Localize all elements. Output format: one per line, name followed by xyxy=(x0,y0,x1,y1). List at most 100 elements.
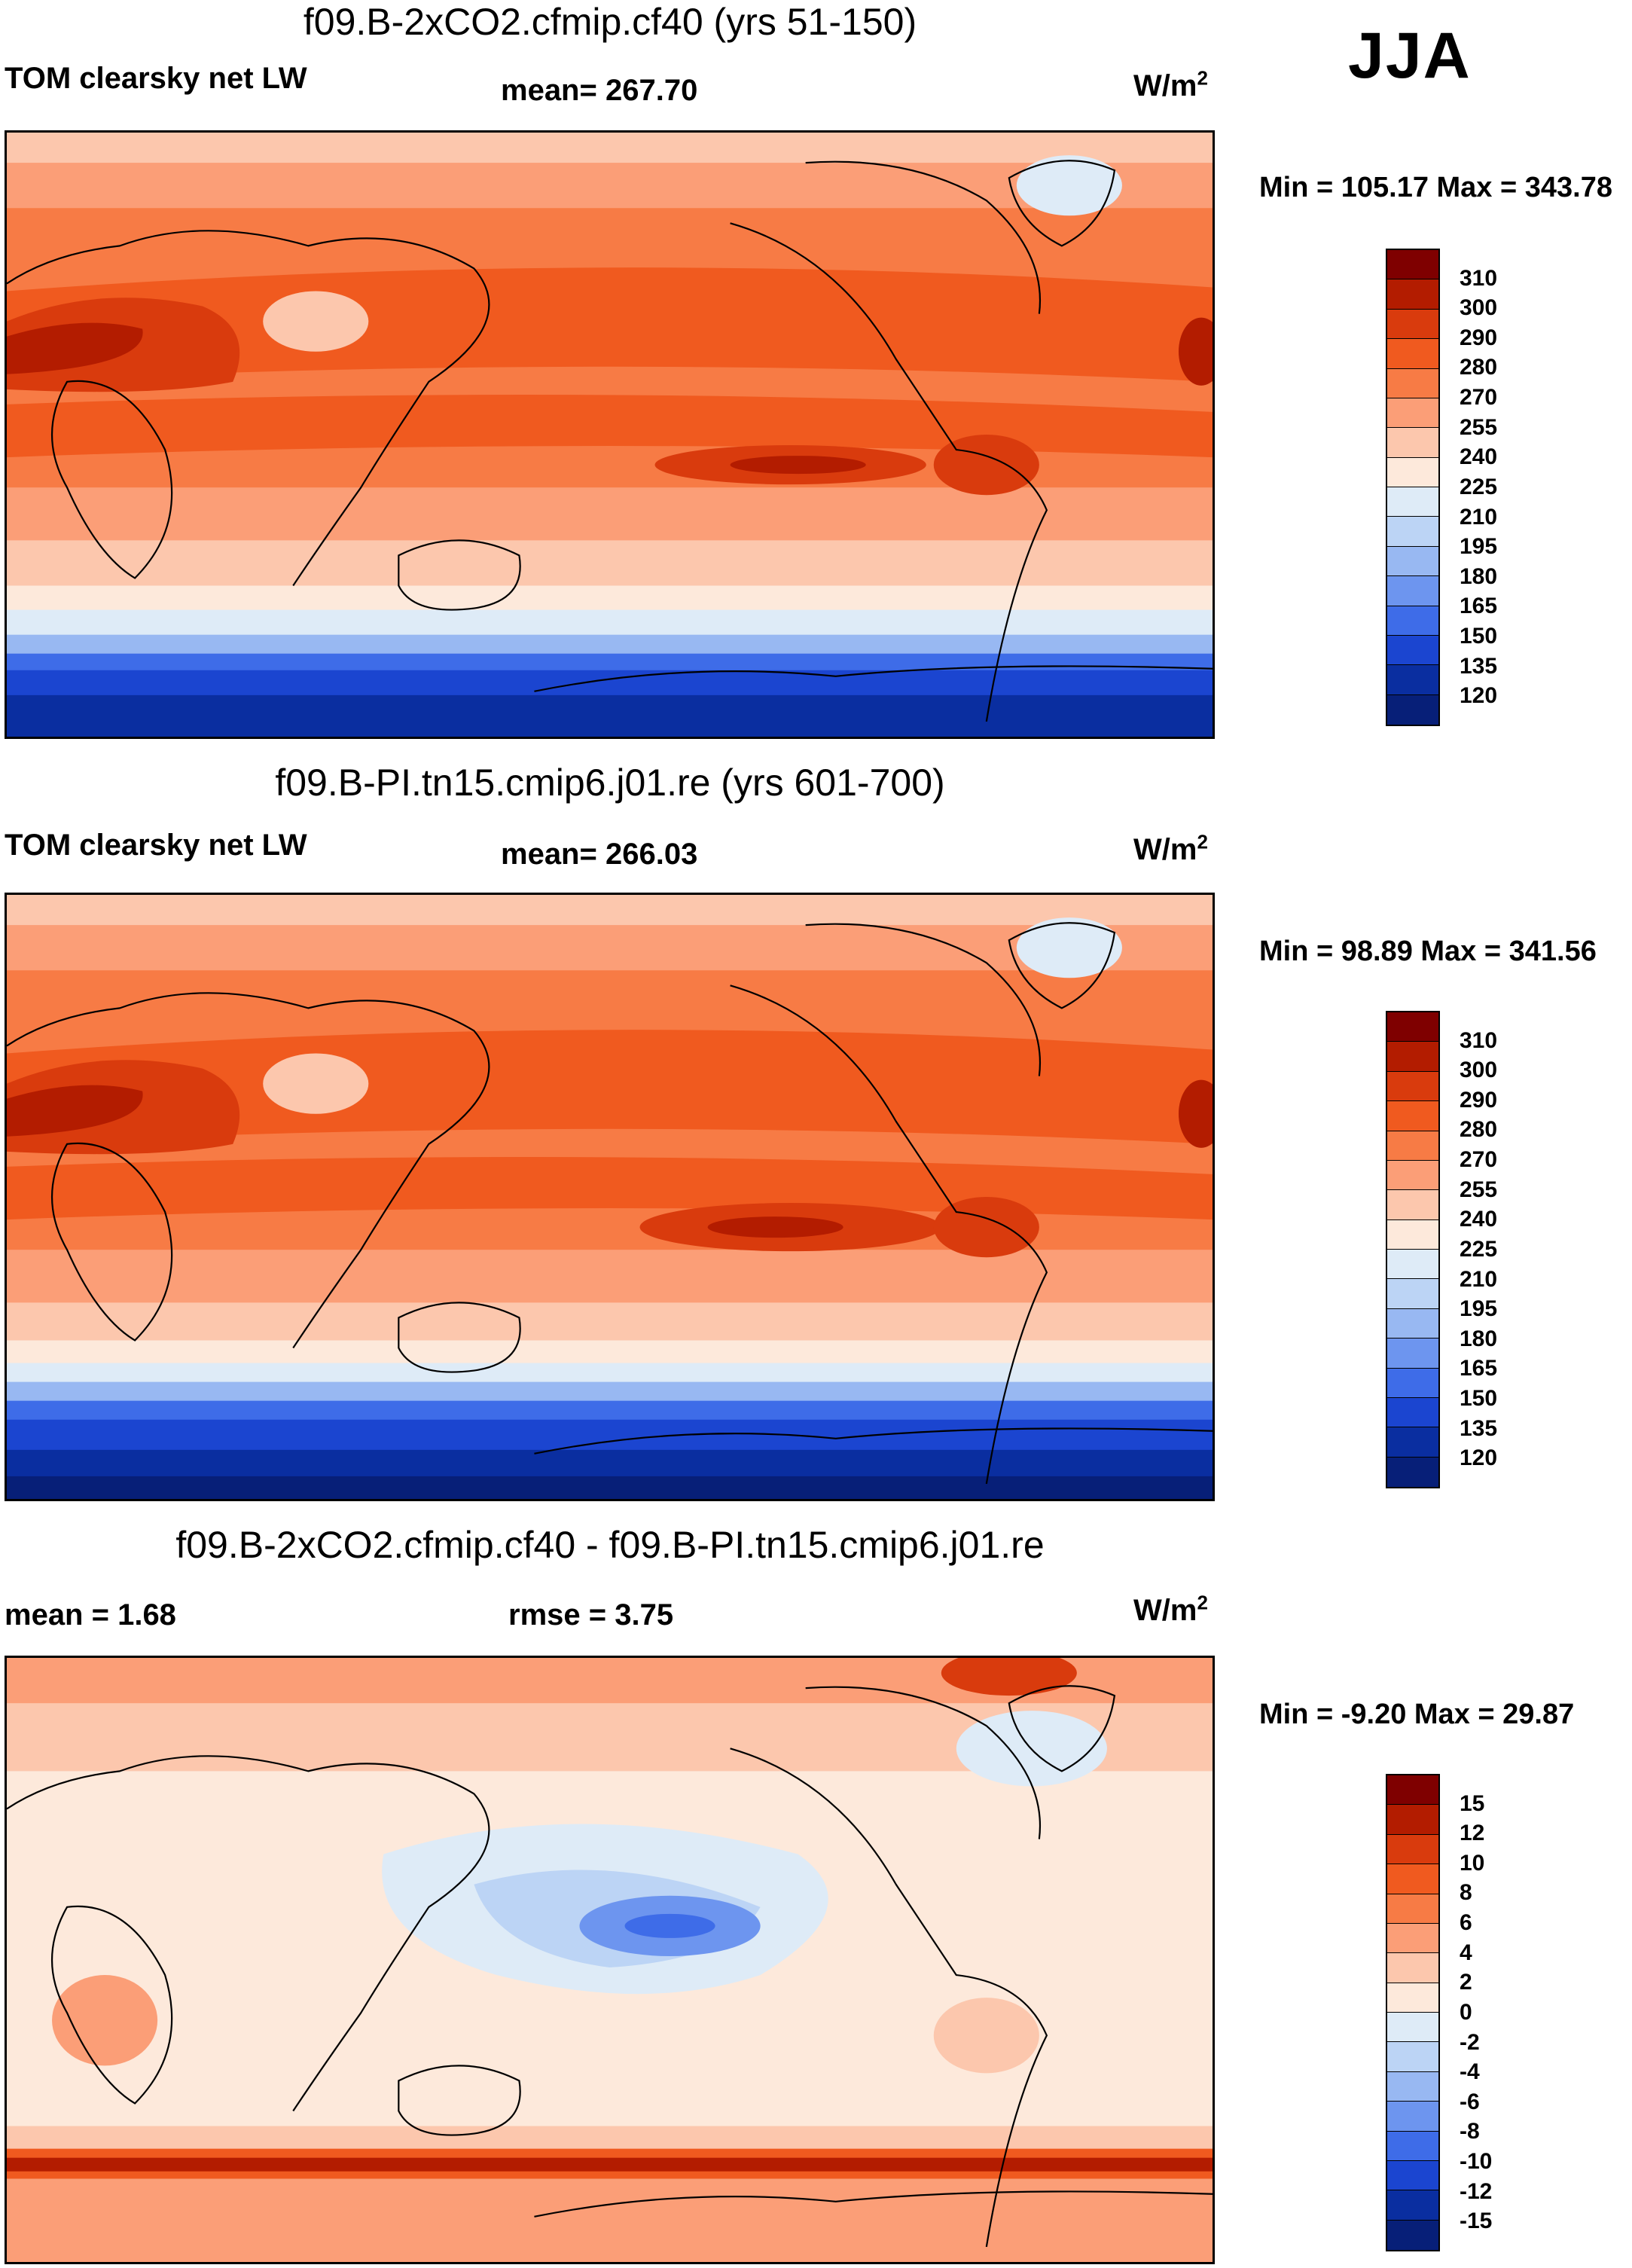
panel-3-colorbar-box xyxy=(1387,1953,1438,1983)
colorbar-tick-label: 270 xyxy=(1460,1147,1498,1172)
colorbar-tick-label: 290 xyxy=(1460,325,1498,350)
panel-3-title: f09.B-2xCO2.cfmip.cf40 - f09.B-PI.tn15.c… xyxy=(175,1524,1045,1566)
colorbar-tick-label: 280 xyxy=(1460,355,1498,380)
panel-1-colorbar-box xyxy=(1387,487,1438,517)
panel-3-colorbar-box xyxy=(1387,2102,1438,2132)
panel-1-units: W/m2 xyxy=(1133,66,1208,102)
colorbar-tick-label: 255 xyxy=(1460,415,1498,440)
panel-2-colorbar-box xyxy=(1387,1427,1438,1458)
panel-3-colorbar-box xyxy=(1387,1775,1438,1806)
panel-1-colorbar-box xyxy=(1387,457,1438,487)
panel-3-colorbar-box xyxy=(1387,1805,1438,1835)
colorbar-tick-label: 135 xyxy=(1460,654,1498,679)
colorbar-tick-label: 150 xyxy=(1460,1386,1498,1411)
panel-1-colorbar-box xyxy=(1387,635,1438,666)
panel-2-colorbar-box xyxy=(1387,1160,1438,1191)
panel-3-colorbar-box xyxy=(1387,2013,1438,2043)
colorbar-tick-label: 6 xyxy=(1460,1910,1472,1935)
panel-2-colorbar-box xyxy=(1387,1012,1438,1042)
panel-3-colorbar-box xyxy=(1387,2220,1438,2250)
colorbar-tick-label: 280 xyxy=(1460,1117,1498,1142)
panel-3-mean-label: mean = 1.68 xyxy=(5,1598,176,1632)
colorbar-tick-label: 15 xyxy=(1460,1791,1485,1816)
panel-1-colorbar xyxy=(1386,249,1440,726)
panel-1-colorbar-box xyxy=(1387,309,1438,340)
panel-2-mean-label: mean= 266.03 xyxy=(501,838,698,871)
colorbar-tick-label: -6 xyxy=(1460,2089,1480,2114)
colorbar-tick-label: 2 xyxy=(1460,1970,1472,1995)
colorbar-tick-label: 210 xyxy=(1460,505,1498,530)
panel-3-colorbar-box xyxy=(1387,2131,1438,2161)
panel-2-colorbar-box xyxy=(1387,1071,1438,1102)
colorbar-tick-label: 150 xyxy=(1460,624,1498,649)
colorbar-tick-label: 240 xyxy=(1460,444,1498,469)
panel-2-title: f09.B-PI.tn15.cmip6.j01.re (yrs 601-700) xyxy=(275,762,945,804)
panel-3-colorbar-box xyxy=(1387,1864,1438,1894)
panel-2-colorbar-box xyxy=(1387,1250,1438,1280)
colorbar-tick-label: 195 xyxy=(1460,1296,1498,1321)
panel-2-map-graphic xyxy=(7,895,1213,1499)
colorbar-tick-label: 225 xyxy=(1460,475,1498,499)
panel-2-colorbar-box xyxy=(1387,1279,1438,1309)
panel-2-map xyxy=(5,893,1215,1501)
panel-3-colorbar-box xyxy=(1387,2071,1438,2102)
colorbar-tick-label: 8 xyxy=(1460,1880,1472,1905)
colorbar-tick-label: 300 xyxy=(1460,1058,1498,1082)
panel-3-colorbar-box xyxy=(1387,1983,1438,2013)
panel-1-colorbar-box xyxy=(1387,279,1438,310)
panel-1-variable-label: TOM clearsky net LW xyxy=(5,62,307,95)
panel-1-map xyxy=(5,130,1215,739)
colorbar-tick-label: 210 xyxy=(1460,1267,1498,1292)
colorbar-tick-label: 195 xyxy=(1460,534,1498,559)
panel-1-colorbar-box xyxy=(1387,694,1438,725)
panel-3-colorbar-box xyxy=(1387,1834,1438,1865)
colorbar-tick-label: 165 xyxy=(1460,594,1498,618)
panel-2-minmax: Min = 98.89 Max = 341.56 xyxy=(1259,936,1597,967)
panel-3-map xyxy=(5,1656,1215,2264)
colorbar-tick-label: -10 xyxy=(1460,2149,1493,2174)
panel-2-colorbar-box xyxy=(1387,1101,1438,1131)
colorbar-tick-label: 0 xyxy=(1460,2000,1472,2025)
panel-2-colorbar-box xyxy=(1387,1457,1438,1487)
colorbar-tick-label: 4 xyxy=(1460,1940,1472,1965)
panel-2-colorbar-box xyxy=(1387,1368,1438,1398)
colorbar-tick-label: 12 xyxy=(1460,1821,1485,1845)
panel-2-colorbar-box xyxy=(1387,1190,1438,1220)
colorbar-tick-label: 120 xyxy=(1460,1445,1498,1470)
colorbar-tick-label: 240 xyxy=(1460,1207,1498,1232)
colorbar-tick-label: 255 xyxy=(1460,1177,1498,1202)
panel-3-colorbar-box xyxy=(1387,1894,1438,1924)
panel-2-colorbar-box xyxy=(1387,1308,1438,1339)
panel-2-colorbar xyxy=(1386,1011,1440,1488)
panel-1-colorbar-box xyxy=(1387,546,1438,577)
panel-1-colorbar-box xyxy=(1387,665,1438,695)
panel-3-colorbar-box xyxy=(1387,2042,1438,2072)
panel-1-mean-label: mean= 267.70 xyxy=(501,74,698,107)
colorbar-tick-label: 180 xyxy=(1460,564,1498,589)
colorbar-tick-label: 135 xyxy=(1460,1416,1498,1441)
panel-1-map-graphic xyxy=(7,133,1213,737)
colorbar-tick-label: 120 xyxy=(1460,683,1498,708)
colorbar-tick-label: 165 xyxy=(1460,1356,1498,1381)
panel-3-map-graphic xyxy=(7,1658,1213,2262)
panel-1-colorbar-box xyxy=(1387,606,1438,636)
colorbar-tick-label: 225 xyxy=(1460,1237,1498,1262)
panel-2-colorbar-box xyxy=(1387,1397,1438,1428)
colorbar-tick-label: -4 xyxy=(1460,2059,1480,2084)
panel-3-colorbar-box xyxy=(1387,1923,1438,1954)
panel-2-units: W/m2 xyxy=(1133,830,1208,866)
panel-1-colorbar-box xyxy=(1387,339,1438,369)
panel-1-colorbar-box xyxy=(1387,250,1438,280)
panel-3-colorbar xyxy=(1386,1774,1440,2251)
panel-1-colorbar-box xyxy=(1387,428,1438,458)
colorbar-tick-label: 270 xyxy=(1460,385,1498,410)
colorbar-tick-label: 310 xyxy=(1460,1028,1498,1053)
colorbar-tick-label: -15 xyxy=(1460,2208,1493,2233)
panel-3-units: W/m2 xyxy=(1133,1591,1208,1627)
season-label: JJA xyxy=(1348,20,1472,92)
panel-1-title: f09.B-2xCO2.cfmip.cf40 (yrs 51-150) xyxy=(303,1,917,43)
panel-1-colorbar-box xyxy=(1387,398,1438,429)
colorbar-tick-label: 310 xyxy=(1460,266,1498,291)
panel-2-colorbar-box xyxy=(1387,1131,1438,1161)
colorbar-tick-label: -12 xyxy=(1460,2179,1493,2204)
